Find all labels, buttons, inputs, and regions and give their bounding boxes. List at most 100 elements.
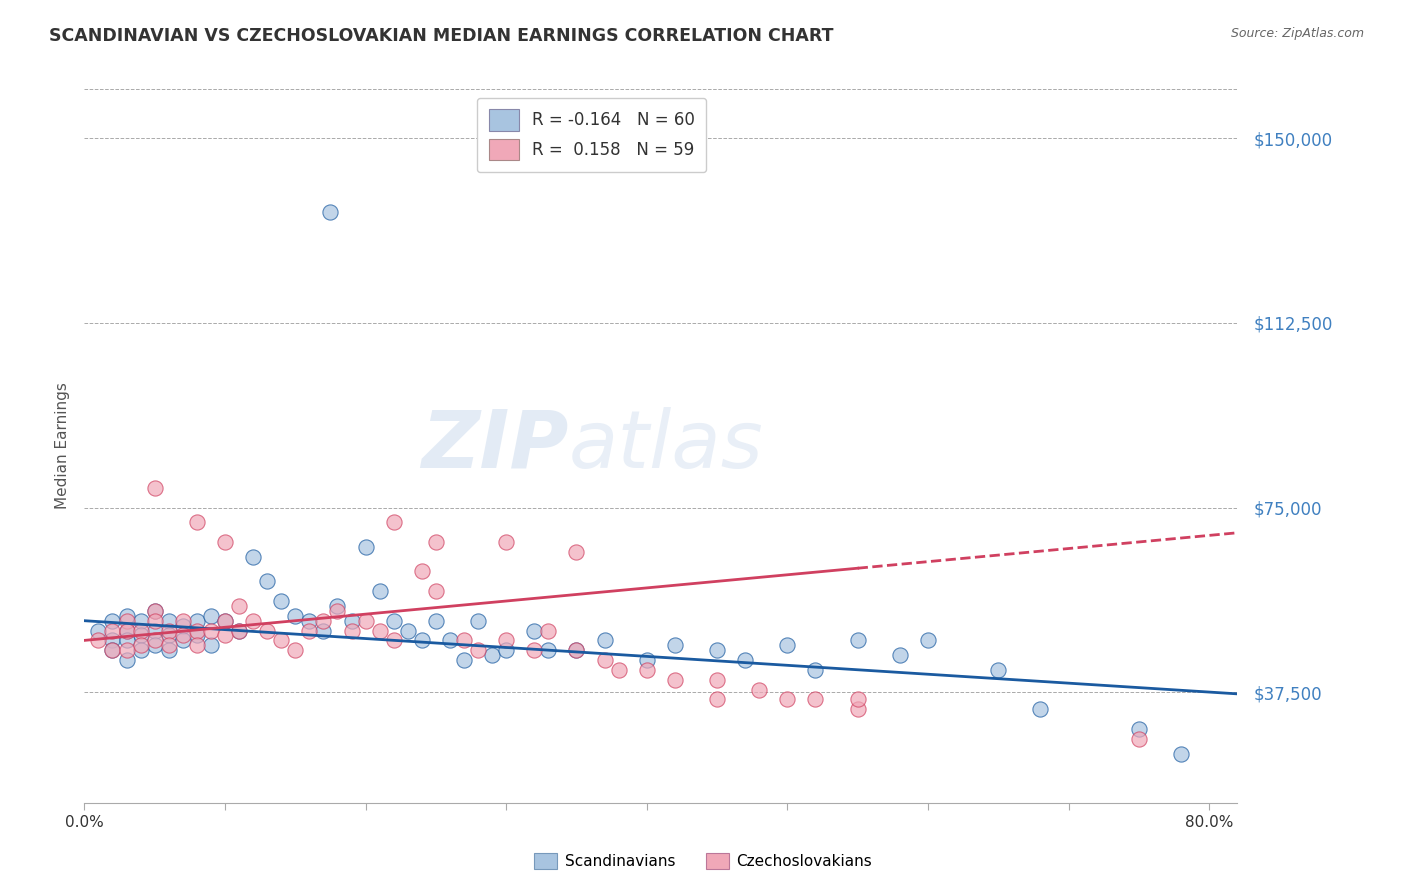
Point	[340, 614, 363, 628]
Point	[326, 604, 349, 618]
Point	[172, 614, 194, 628]
Point	[101, 643, 124, 657]
Point	[1170, 747, 1192, 761]
Point	[200, 608, 222, 623]
Point	[382, 614, 405, 628]
Point	[411, 633, 433, 648]
Point	[143, 481, 166, 495]
Point	[1128, 731, 1150, 746]
Point	[481, 648, 503, 662]
Point	[748, 682, 770, 697]
Point	[115, 624, 138, 638]
Point	[228, 599, 250, 613]
Point	[186, 624, 208, 638]
Point	[157, 628, 180, 642]
Point	[593, 633, 616, 648]
Point	[284, 643, 307, 657]
Point	[242, 614, 264, 628]
Point	[495, 535, 517, 549]
Point	[200, 624, 222, 638]
Point	[537, 624, 560, 638]
Point	[298, 614, 321, 628]
Point	[593, 653, 616, 667]
Point	[467, 643, 489, 657]
Point	[214, 628, 236, 642]
Point	[87, 624, 110, 638]
Point	[340, 624, 363, 638]
Point	[115, 653, 138, 667]
Point	[411, 565, 433, 579]
Point	[157, 638, 180, 652]
Point	[101, 624, 124, 638]
Point	[319, 205, 342, 219]
Point	[312, 624, 335, 638]
Point	[523, 643, 546, 657]
Point	[172, 618, 194, 632]
Point	[143, 614, 166, 628]
Point	[467, 614, 489, 628]
Point	[242, 549, 264, 564]
Point	[270, 633, 292, 648]
Point	[129, 614, 152, 628]
Point	[214, 614, 236, 628]
Legend: Scandinavians, Czechoslovakians: Scandinavians, Czechoslovakians	[527, 847, 879, 875]
Point	[284, 608, 307, 623]
Point	[157, 643, 180, 657]
Point	[706, 692, 728, 706]
Point	[256, 574, 278, 589]
Point	[776, 638, 799, 652]
Point	[636, 653, 658, 667]
Point	[734, 653, 756, 667]
Point	[87, 633, 110, 648]
Point	[143, 633, 166, 648]
Point	[115, 633, 138, 648]
Point	[186, 614, 208, 628]
Point	[495, 643, 517, 657]
Point	[607, 663, 630, 677]
Point	[804, 692, 827, 706]
Point	[298, 624, 321, 638]
Point	[565, 545, 588, 559]
Point	[776, 692, 799, 706]
Point	[101, 614, 124, 628]
Point	[214, 614, 236, 628]
Point	[312, 614, 335, 628]
Point	[186, 516, 208, 530]
Point	[143, 604, 166, 618]
Text: Source: ZipAtlas.com: Source: ZipAtlas.com	[1230, 27, 1364, 40]
Point	[537, 643, 560, 657]
Point	[172, 633, 194, 648]
Point	[439, 633, 461, 648]
Point	[846, 702, 869, 716]
Point	[368, 624, 391, 638]
Point	[129, 643, 152, 657]
Y-axis label: Median Earnings: Median Earnings	[55, 383, 70, 509]
Point	[115, 608, 138, 623]
Point	[326, 599, 349, 613]
Point	[186, 638, 208, 652]
Point	[987, 663, 1010, 677]
Point	[172, 628, 194, 642]
Point	[804, 663, 827, 677]
Point	[1128, 722, 1150, 736]
Point	[565, 643, 588, 657]
Text: atlas: atlas	[568, 407, 763, 485]
Point	[636, 663, 658, 677]
Point	[200, 638, 222, 652]
Point	[354, 540, 377, 554]
Point	[453, 633, 475, 648]
Point	[186, 628, 208, 642]
Point	[129, 638, 152, 652]
Point	[115, 624, 138, 638]
Text: SCANDINAVIAN VS CZECHOSLOVAKIAN MEDIAN EARNINGS CORRELATION CHART: SCANDINAVIAN VS CZECHOSLOVAKIAN MEDIAN E…	[49, 27, 834, 45]
Text: ZIP: ZIP	[422, 407, 568, 485]
Point	[214, 535, 236, 549]
Point	[382, 516, 405, 530]
Point	[664, 673, 686, 687]
Point	[143, 638, 166, 652]
Point	[917, 633, 939, 648]
Point	[157, 624, 180, 638]
Point	[1029, 702, 1052, 716]
Point	[495, 633, 517, 648]
Point	[425, 584, 447, 599]
